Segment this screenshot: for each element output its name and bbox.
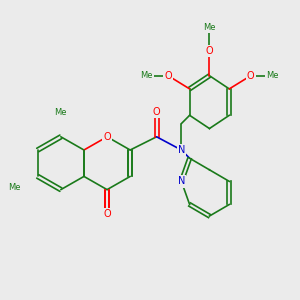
- Text: N: N: [178, 145, 185, 155]
- Text: N: N: [178, 176, 185, 186]
- Text: O: O: [164, 71, 172, 81]
- Text: Me: Me: [8, 184, 21, 193]
- Text: Me: Me: [55, 107, 67, 116]
- Text: Me: Me: [203, 23, 216, 32]
- Text: O: O: [206, 46, 213, 56]
- Text: O: O: [103, 132, 111, 142]
- Text: O: O: [247, 71, 254, 81]
- Text: Me: Me: [266, 71, 278, 80]
- Text: Me: Me: [140, 71, 153, 80]
- Text: O: O: [103, 209, 111, 219]
- Text: O: O: [153, 107, 160, 117]
